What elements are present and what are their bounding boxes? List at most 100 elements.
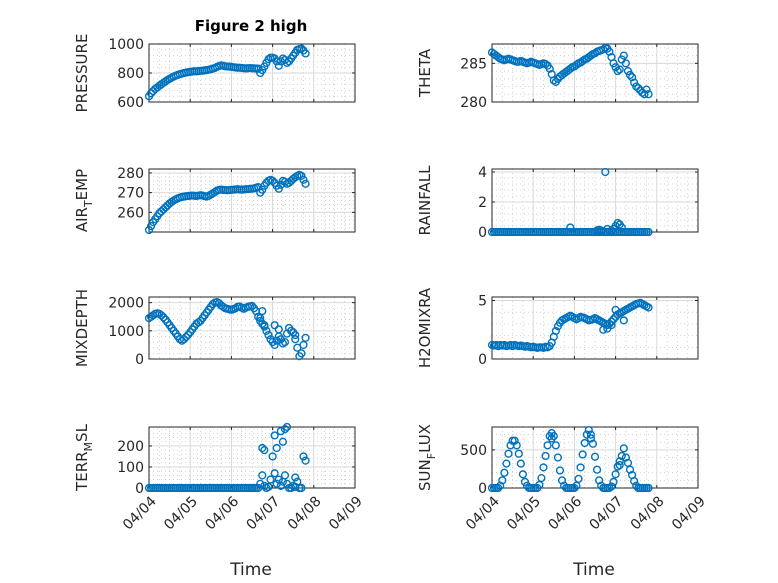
data-point [274, 184, 283, 193]
data-point [553, 453, 563, 462]
data-point [270, 321, 279, 330]
data-point [266, 475, 275, 484]
data-point [617, 223, 626, 232]
data-point [498, 476, 507, 485]
x-tick-label: 04/08 [285, 494, 325, 534]
data-point [586, 51, 595, 60]
data-point [494, 483, 503, 493]
data-point [144, 225, 154, 235]
data-point [590, 49, 600, 58]
data-point [621, 59, 631, 68]
data-point [547, 434, 556, 443]
data-point [584, 425, 593, 435]
axes-box [491, 168, 699, 233]
subplot-1: 280 285 THETA [416, 43, 699, 111]
data-point [615, 461, 624, 470]
data-point [256, 479, 265, 488]
data-point [586, 434, 595, 443]
data-point [299, 452, 308, 461]
y-axis-label: SUNFLUX [416, 424, 438, 491]
y-tick-label: 280 [460, 95, 487, 111]
y-tick-label: 2000 [108, 296, 144, 312]
data-point [268, 176, 277, 185]
y-tick-label: 1000 [108, 37, 144, 53]
data-point [258, 443, 267, 453]
data-point [181, 332, 191, 342]
x-tick-label: 04/05 [161, 494, 201, 534]
data-point [268, 452, 277, 461]
data-point [634, 83, 643, 93]
data-point [541, 60, 550, 69]
x-tick-label: 04/09 [326, 494, 366, 534]
data-point [613, 462, 622, 471]
data-point [551, 326, 560, 336]
data-point [551, 441, 560, 450]
y-axis-label: H2OMIXRA [416, 287, 434, 368]
subplot-3: 0 2 4 RAINFALL [416, 165, 699, 241]
data-point [280, 471, 290, 480]
data-point [518, 470, 528, 479]
y-axis-label: MIXDEPTH [73, 289, 91, 367]
data-point [301, 333, 310, 342]
data-point [543, 441, 552, 450]
data-point [146, 221, 156, 231]
axes-box [491, 426, 699, 489]
subplot-6: 0 100 200 04/04 04/05 04/06 04/07 04/08 04/09 TER… [73, 422, 366, 534]
data-point [297, 349, 306, 358]
data-point [260, 446, 269, 455]
data-point [260, 321, 269, 330]
data-point [516, 459, 525, 468]
data-point [611, 305, 620, 314]
data-point [301, 49, 310, 58]
data-point [619, 316, 628, 325]
subplot-5: 0 5 H2OMIXRA [416, 287, 699, 368]
y-tick-label: 0 [478, 481, 487, 497]
data-point [280, 337, 290, 347]
data-point [494, 53, 503, 62]
data-point [510, 436, 519, 445]
y-tick-label: 1000 [108, 324, 144, 340]
data-point [625, 70, 635, 80]
data-point [274, 325, 283, 334]
x-tick-label: 04/04 [120, 493, 160, 533]
axes-box [148, 426, 356, 489]
data-point [607, 320, 616, 330]
data-point [572, 60, 581, 69]
data-point [500, 468, 509, 477]
data-point [590, 452, 600, 461]
data-point [502, 459, 511, 468]
data-point [270, 469, 279, 478]
data-point [287, 483, 296, 493]
figure-title: Figure 2 high [195, 17, 308, 35]
y-tick-label: 270 [117, 186, 144, 202]
data-point [301, 456, 310, 465]
x-tick-label: 04/07 [587, 494, 627, 534]
data-point [301, 179, 310, 188]
data-point [595, 476, 604, 485]
data-point [256, 314, 265, 323]
data-point [621, 453, 631, 462]
subplot-2: 260 270 280 AIRTEMP [73, 166, 356, 235]
x-tick-label: 04/08 [628, 494, 668, 534]
data-point [274, 61, 283, 70]
data-point [578, 56, 587, 66]
data-point [537, 473, 546, 483]
data-point [611, 470, 620, 479]
y-tick-label: 0 [478, 352, 487, 368]
data-point [642, 85, 651, 94]
x-axis-label-left: Time [229, 560, 272, 580]
subplot-4: 0 1000 2000 MIXDEPTH [73, 289, 356, 368]
data-point [280, 425, 290, 434]
data-point [578, 450, 587, 459]
data-point [625, 465, 635, 474]
data-point [264, 330, 273, 340]
data-point [630, 477, 639, 486]
y-tick-label: 0 [478, 225, 487, 241]
y-tick-label: 0 [135, 481, 144, 497]
data-point [258, 471, 267, 480]
data-point [557, 476, 567, 485]
data-point [270, 340, 279, 350]
data-point [514, 449, 523, 458]
data-point [297, 44, 306, 53]
data-point [297, 171, 306, 180]
